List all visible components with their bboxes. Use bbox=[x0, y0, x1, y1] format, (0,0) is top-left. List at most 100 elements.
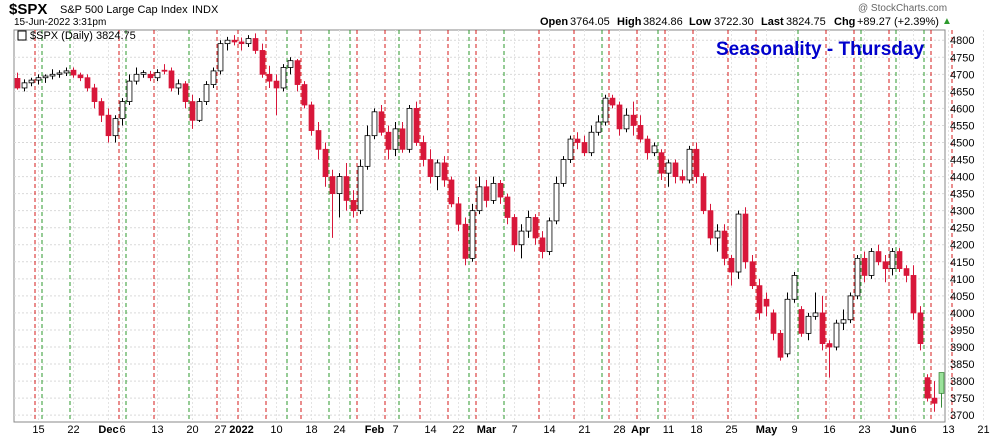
x-tick-label: 6 bbox=[910, 424, 916, 436]
candle-body bbox=[721, 230, 728, 259]
candle-body bbox=[826, 343, 833, 348]
candle-body bbox=[434, 162, 441, 177]
candle-body bbox=[217, 43, 224, 72]
high-label: High bbox=[617, 16, 642, 28]
y-tick-label: 4750 bbox=[950, 52, 974, 64]
x-tick-label: 21 bbox=[977, 424, 989, 436]
candle-body bbox=[497, 182, 504, 198]
candle-body bbox=[112, 118, 119, 137]
candle-body bbox=[938, 372, 945, 394]
candle-body bbox=[651, 145, 658, 154]
low-label: Low bbox=[689, 16, 711, 28]
candle-body bbox=[532, 217, 539, 239]
candle-body bbox=[343, 176, 350, 201]
x-tick-label: 20 bbox=[186, 424, 198, 436]
candle-body bbox=[259, 50, 266, 75]
candle-body bbox=[504, 196, 511, 218]
candle-body bbox=[371, 111, 378, 137]
candle-body bbox=[812, 312, 819, 317]
y-tick-label: 3850 bbox=[950, 359, 974, 371]
x-tick-label: Apr bbox=[631, 424, 651, 436]
candle-body bbox=[63, 70, 70, 74]
candle-body bbox=[399, 128, 406, 150]
x-tick-label: 25 bbox=[725, 424, 737, 436]
candle-body bbox=[630, 114, 637, 126]
y-tick-label: 4800 bbox=[950, 35, 974, 47]
candle-body bbox=[126, 80, 133, 102]
candle-body bbox=[574, 138, 581, 143]
last-value: 3824.75 bbox=[786, 16, 826, 28]
candle-body bbox=[777, 332, 784, 358]
symbol-label: $SPX bbox=[9, 1, 48, 18]
candle-body bbox=[882, 261, 889, 270]
candle-body bbox=[637, 125, 644, 140]
candle-body bbox=[581, 142, 588, 154]
x-tick-label: 14 bbox=[543, 424, 555, 436]
low-value: 3722.30 bbox=[714, 16, 754, 28]
y-tick-label: 3950 bbox=[950, 325, 974, 337]
candle-body bbox=[609, 97, 616, 106]
candle-body bbox=[161, 69, 168, 72]
last-label: Last bbox=[761, 16, 784, 28]
candle-body bbox=[14, 78, 21, 89]
y-tick-label: 4300 bbox=[950, 206, 974, 218]
candle-body bbox=[294, 60, 301, 85]
security-name: S&P 500 Large Cap Index bbox=[60, 4, 188, 16]
candle-body bbox=[672, 162, 679, 177]
candle-body bbox=[756, 285, 763, 314]
candle-body bbox=[308, 104, 315, 131]
candle-body bbox=[791, 275, 798, 300]
candle-body bbox=[224, 39, 231, 45]
candle-body bbox=[84, 77, 91, 89]
candle-body bbox=[21, 82, 28, 89]
y-tick-label: 4500 bbox=[950, 137, 974, 149]
candle-body bbox=[763, 298, 770, 307]
candle-body bbox=[931, 397, 938, 404]
candle-body bbox=[686, 148, 693, 181]
credit-label: @ StockCharts.com bbox=[858, 3, 948, 14]
x-tick-label: 7 bbox=[511, 424, 517, 436]
plot-frame bbox=[13, 29, 946, 423]
candle-body bbox=[476, 186, 483, 212]
y-tick-label: 4150 bbox=[950, 257, 974, 269]
candle-body bbox=[658, 152, 665, 174]
candle-body bbox=[98, 101, 105, 116]
candle-body bbox=[266, 73, 273, 82]
candle-body bbox=[868, 251, 875, 276]
candle-body bbox=[105, 114, 112, 137]
candle-body bbox=[847, 295, 854, 321]
up-arrow-icon: ▲ bbox=[942, 16, 952, 27]
plot-area bbox=[13, 29, 946, 423]
high-value: 3824.86 bbox=[643, 16, 683, 28]
candle-body bbox=[896, 251, 903, 270]
y-tick-label: 4450 bbox=[950, 155, 974, 167]
x-tick-label: 2022 bbox=[229, 424, 253, 436]
x-tick-label: Dec bbox=[98, 424, 118, 436]
x-tick-label: Mar bbox=[477, 424, 497, 436]
candle-body bbox=[462, 223, 469, 259]
candle-body bbox=[924, 377, 931, 399]
candle-body bbox=[588, 131, 595, 154]
candle-body bbox=[315, 130, 322, 150]
candle-body bbox=[770, 312, 777, 334]
candle-body bbox=[322, 148, 329, 177]
candle-body bbox=[623, 114, 630, 130]
candle-body bbox=[77, 74, 84, 79]
candle-body bbox=[602, 97, 609, 123]
x-tick-label: 6 bbox=[119, 424, 125, 436]
y-tick-label: 4650 bbox=[950, 86, 974, 98]
chg-label: Chg bbox=[834, 16, 856, 28]
x-tick-label: 28 bbox=[613, 424, 625, 436]
x-axis: 15 22 Dec 6 13 20 27 2022 10 18 24 Feb 7 14 22 Mar 7 14 21… bbox=[32, 424, 989, 436]
candle-body bbox=[707, 210, 714, 239]
x-tick-label: 22 bbox=[67, 424, 79, 436]
candle-body bbox=[378, 111, 385, 133]
candle-body bbox=[392, 128, 399, 150]
candle-body bbox=[301, 84, 308, 106]
x-tick-label: 9 bbox=[791, 424, 797, 436]
y-tick-label: 4250 bbox=[950, 223, 974, 235]
y-tick-label: 4600 bbox=[950, 103, 974, 115]
candle-body bbox=[42, 75, 49, 79]
candle-body bbox=[231, 39, 238, 43]
candle-body bbox=[413, 108, 420, 143]
